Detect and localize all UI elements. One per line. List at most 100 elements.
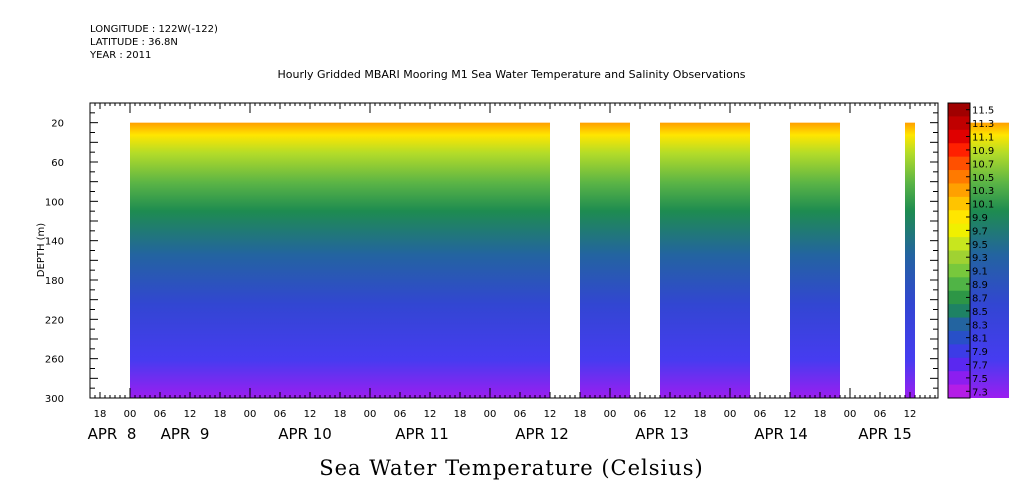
x-day-label: APR 11 <box>395 425 449 443</box>
y-tick-label: 20 <box>51 119 64 130</box>
colorbar-label: 7.7 <box>972 360 988 371</box>
colorbar-swatch <box>948 196 970 211</box>
colorbar-label: 7.9 <box>972 347 988 358</box>
colorbar-swatch <box>948 330 970 345</box>
y-tick-label: 300 <box>45 394 64 405</box>
y-tick-label: 180 <box>45 276 64 287</box>
data-segment <box>660 122 750 399</box>
x-hour-label: 06 <box>514 409 527 420</box>
colorbar-variable-title: Sea Water Temperature (Celsius) <box>319 456 704 480</box>
x-day-label: APR 12 <box>515 425 569 443</box>
latitude-label: LATITUDE : 36.8N <box>90 37 178 48</box>
colorbar-swatch <box>948 183 970 198</box>
colorbar-label: 10.3 <box>972 186 994 197</box>
y-tick-label: 220 <box>45 315 64 326</box>
colorbar-swatch <box>948 290 970 305</box>
colorbar-label: 11.5 <box>972 106 994 117</box>
x-hour-label: 00 <box>724 409 737 420</box>
x-hour-label: 18 <box>94 409 107 420</box>
x-day-label: APR 14 <box>754 425 808 443</box>
colorbar-label: 8.9 <box>972 280 988 291</box>
colorbar-swatch <box>948 143 970 158</box>
colorbar-label: 8.5 <box>972 307 988 318</box>
colorbar-swatch <box>948 250 970 265</box>
x-hour-label: 12 <box>784 409 797 420</box>
x-hour-label: 12 <box>184 409 197 420</box>
x-hour-label: 12 <box>904 409 917 420</box>
colorbar-label: 7.5 <box>972 374 988 385</box>
colorbar-label: 11.3 <box>972 119 994 130</box>
x-hour-label: 00 <box>604 409 617 420</box>
colorbar-label: 10.1 <box>972 200 994 211</box>
colorbar-label: 10.9 <box>972 146 994 157</box>
colorbar-label: 9.5 <box>972 240 988 251</box>
longitude-label: LONGITUDE : 122W(-122) <box>90 24 218 35</box>
x-day-label: APR 13 <box>635 425 689 443</box>
colorbar-label: 7.3 <box>972 387 988 398</box>
colorbar-label: 9.7 <box>972 226 988 237</box>
data-segment <box>790 122 840 399</box>
x-hour-label: 06 <box>274 409 287 420</box>
colorbar-swatch <box>948 371 970 386</box>
colorbar-swatch <box>948 237 970 251</box>
data-segment <box>130 122 550 399</box>
colorbar-swatch <box>948 129 970 144</box>
colorbar-label: 9.9 <box>972 213 988 224</box>
colorbar-swatch <box>948 156 970 171</box>
x-day-label: APR 8 <box>88 425 137 443</box>
colorbar-label: 9.3 <box>972 253 988 264</box>
data-segment <box>905 122 915 399</box>
colorbar-label: 8.7 <box>972 293 988 304</box>
colorbar-label: 9.1 <box>972 267 988 278</box>
x-hour-label: 18 <box>574 409 587 420</box>
x-hour-label: 18 <box>694 409 707 420</box>
y-axis-label: DEPTH (m) <box>36 223 47 277</box>
colorbar-swatch <box>948 223 970 238</box>
x-hour-label: 00 <box>124 409 137 420</box>
colorbar-swatch <box>948 170 970 184</box>
chart-title: Hourly Gridded MBARI Mooring M1 Sea Wate… <box>277 68 746 81</box>
colorbar-swatch <box>948 344 970 359</box>
x-hour-label: 12 <box>664 409 677 420</box>
x-hour-label: 18 <box>334 409 347 420</box>
x-hour-label: 12 <box>304 409 317 420</box>
colorbar-swatch <box>948 103 970 117</box>
colorbar-swatch <box>948 357 970 372</box>
x-hour-label: 06 <box>634 409 647 420</box>
y-tick-label: 260 <box>45 355 64 366</box>
y-tick-label: 60 <box>51 158 64 169</box>
data-segment <box>580 122 630 399</box>
colorbar-swatch <box>948 210 970 225</box>
colorbar-label: 10.7 <box>972 159 994 170</box>
colorbar-swatch <box>948 116 970 131</box>
x-day-label: APR 15 <box>858 425 912 443</box>
x-hour-label: 18 <box>454 409 467 420</box>
x-hour-label: 18 <box>814 409 827 420</box>
x-day-label: APR 9 <box>161 425 210 443</box>
x-hour-label: 00 <box>844 409 857 420</box>
x-hour-label: 06 <box>754 409 767 420</box>
x-hour-label: 12 <box>544 409 557 420</box>
x-hour-label: 06 <box>394 409 407 420</box>
colorbar-label: 8.3 <box>972 320 988 331</box>
x-hour-label: 06 <box>154 409 167 420</box>
colorbar-swatch <box>948 384 970 399</box>
colorbar-frame <box>947 102 971 399</box>
year-label: YEAR : 2011 <box>90 50 152 61</box>
colorbar-label: 11.1 <box>972 133 994 144</box>
x-hour-label: 00 <box>244 409 257 420</box>
colorbar-swatch <box>948 263 970 278</box>
x-hour-label: 00 <box>364 409 377 420</box>
x-hour-label: 12 <box>424 409 437 420</box>
y-tick-label: 140 <box>45 237 64 248</box>
colorbar-swatch <box>948 317 970 332</box>
colorbar-swatch <box>948 277 970 292</box>
colorbar-label: 8.1 <box>972 334 988 345</box>
x-hour-label: 18 <box>214 409 227 420</box>
x-day-label: APR 10 <box>278 425 332 443</box>
colorbar-swatch <box>948 304 970 319</box>
colorbar-label: 10.5 <box>972 173 994 184</box>
x-hour-label: 00 <box>484 409 497 420</box>
x-hour-label: 06 <box>874 409 887 420</box>
